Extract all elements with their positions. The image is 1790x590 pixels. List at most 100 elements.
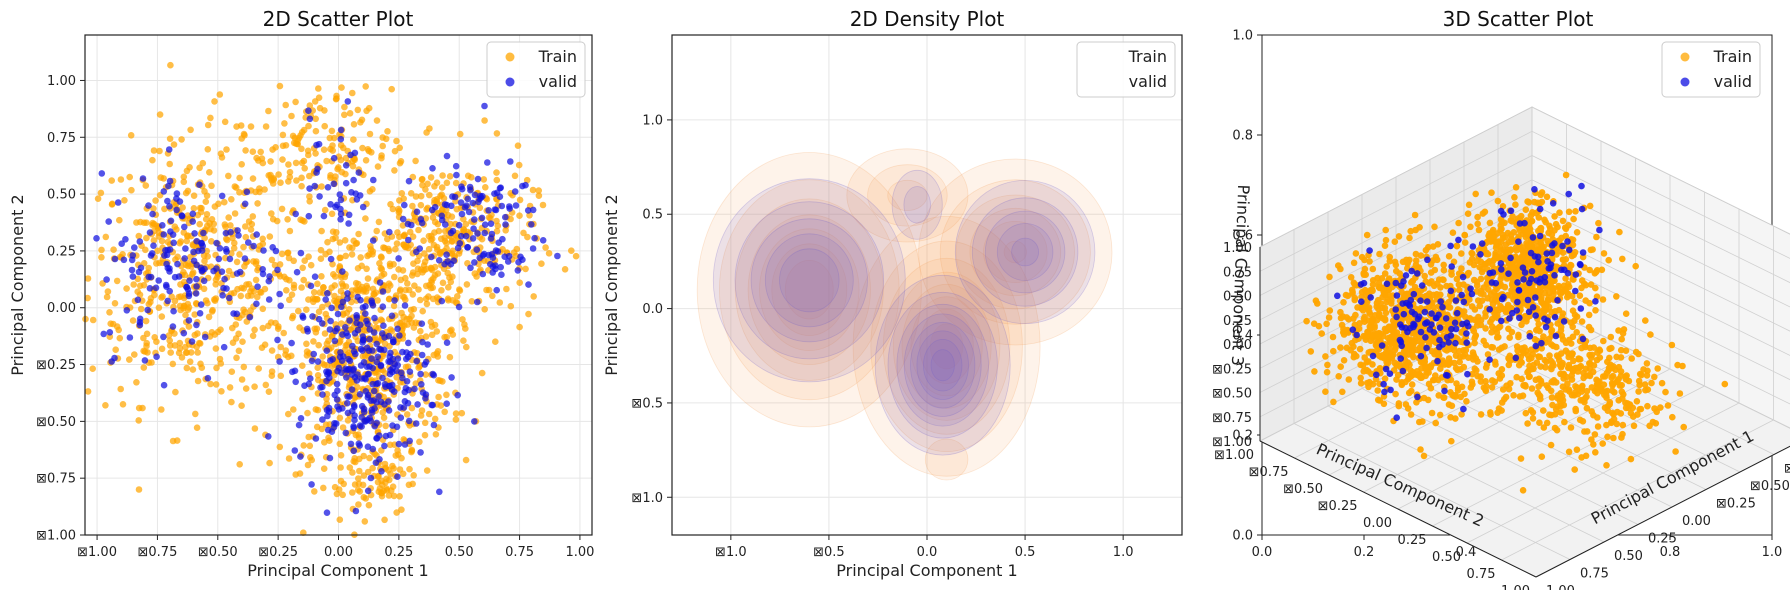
scatter-point-train — [386, 295, 393, 303]
scatter-point-valid — [293, 268, 301, 276]
scatter-point-train — [259, 324, 267, 332]
scatter3d-point-train — [1395, 402, 1403, 410]
axis-line — [1259, 440, 1537, 578]
scatter-point-valid — [343, 329, 350, 337]
scatter-point-valid — [512, 202, 520, 209]
scatter3d-point-train — [1608, 374, 1615, 381]
scatter-point-train — [237, 292, 245, 300]
pc3-tick-label: 0.75 — [1223, 265, 1252, 280]
scatter3d-point-train — [1583, 387, 1591, 395]
scatter3d-point-valid — [1452, 339, 1459, 347]
scatter-point-valid — [421, 361, 429, 368]
scatter3d-point-train — [1721, 380, 1729, 388]
scatter3d-point-train — [1594, 414, 1601, 421]
scatter3d-point-valid — [1392, 279, 1400, 287]
scatter3d-point-train — [1323, 368, 1331, 376]
scatter-point-train — [298, 284, 305, 291]
scatter3d-point-train — [1364, 379, 1371, 387]
scatter-point-valid — [105, 218, 112, 225]
scatter3d-point-train — [1548, 378, 1555, 386]
scatter3d-point-train — [1492, 244, 1500, 251]
scatter-point-train — [363, 265, 370, 273]
scatter3d-point-valid — [1392, 306, 1399, 313]
scatter3d-point-train — [1586, 372, 1594, 380]
scatter3d-point-train — [1381, 242, 1389, 249]
scatter-point-train — [348, 251, 356, 258]
scatter3d-point-train — [1494, 197, 1502, 205]
density-2d-title: 2D Density Plot — [850, 7, 1005, 31]
scatter-point-train — [267, 171, 274, 179]
scatter-point-train — [408, 312, 415, 320]
scatter-point-train — [365, 251, 373, 258]
scatter-point-train — [193, 424, 201, 432]
scatter3d-point-train — [1592, 449, 1599, 456]
pc2-tick-label: ⊠0.25 — [1318, 499, 1358, 514]
scatter-point-valid — [334, 403, 341, 410]
scatter-point-valid — [174, 260, 181, 268]
pc2-tick-label: ⊠0.75 — [1249, 465, 1289, 480]
density-contour-valid — [764, 233, 854, 328]
scatter3d-point-train — [1403, 256, 1410, 264]
scatter-point-train — [288, 291, 296, 299]
scatter-point-valid — [457, 199, 465, 206]
density-contour-train — [887, 179, 928, 211]
scatter3d-point-train — [1358, 253, 1366, 261]
density-contour-train — [784, 260, 834, 320]
scatter3d-point-valid — [1592, 298, 1599, 305]
scatter-point-train — [298, 182, 305, 190]
scatter-point-train — [375, 325, 382, 332]
scatter3d-point-train — [1352, 336, 1359, 344]
scatter-point-train — [417, 327, 424, 335]
scatter-point-train — [140, 334, 147, 342]
scatter-point-valid — [131, 244, 138, 251]
scatter3d-point-train — [1622, 310, 1630, 318]
density-contour-train — [910, 296, 983, 397]
scatter-point-valid — [430, 421, 438, 429]
scatter3d-point-train — [1457, 366, 1464, 373]
scatter-point-train — [238, 161, 245, 168]
scatter3d-point-train — [1344, 292, 1352, 300]
scatter-point-train — [381, 460, 389, 468]
scatter-point-valid — [332, 327, 339, 335]
scatter-point-train — [307, 454, 314, 461]
scatter-point-valid — [529, 245, 537, 252]
outer-y-tick-label: 1.0 — [1232, 29, 1253, 44]
scatter-point-train — [229, 324, 236, 332]
scatter3d-point-train — [1523, 257, 1530, 265]
scatter-point-valid — [259, 266, 267, 273]
density-2d-xticks: ⊠1.0 ⊠0.5 0.0 0.5 1.0 — [715, 535, 1133, 560]
scatter-point-train — [325, 434, 332, 442]
scatter-point-train — [276, 261, 284, 268]
scatter-point-train — [275, 323, 282, 330]
scatter-point-valid — [166, 287, 173, 295]
scatter3d-point-train — [1312, 297, 1320, 305]
scatter-point-train — [350, 121, 358, 128]
scatter-point-valid — [364, 416, 371, 424]
scatter3d-point-train — [1352, 250, 1360, 257]
scatter-point-train — [421, 431, 429, 439]
scatter3d-point-valid — [1507, 207, 1515, 215]
scatter-point-valid — [364, 487, 372, 495]
density-contour-train — [892, 271, 1001, 421]
scatter3d-point-train — [1408, 279, 1415, 286]
scatter-point-train — [268, 210, 275, 217]
scatter3d-point-train — [1445, 401, 1453, 408]
scatter3d-point-train — [1489, 344, 1497, 351]
scatter-point-train — [423, 300, 431, 308]
scatter-point-train — [337, 464, 344, 471]
scatter3d-point-train — [1540, 333, 1547, 340]
scatter-point-train — [117, 385, 124, 393]
scatter-point-train — [416, 363, 423, 370]
scatter-point-train — [493, 217, 500, 225]
scatter3d-point-train — [1556, 209, 1563, 216]
density-2d-ylabel: Principal Component 2 — [602, 194, 621, 375]
scatter3d-point-valid — [1387, 386, 1394, 394]
scatter3d-point-train — [1557, 350, 1565, 357]
scatter-point-train — [166, 160, 173, 168]
scatter-point-valid — [299, 312, 306, 320]
scatter-point-valid — [346, 317, 353, 324]
scatter3d-point-train — [1465, 354, 1472, 362]
scatter3d-point-train — [1465, 201, 1473, 209]
scatter-point-train — [485, 286, 493, 294]
scatter-point-valid — [454, 391, 462, 399]
